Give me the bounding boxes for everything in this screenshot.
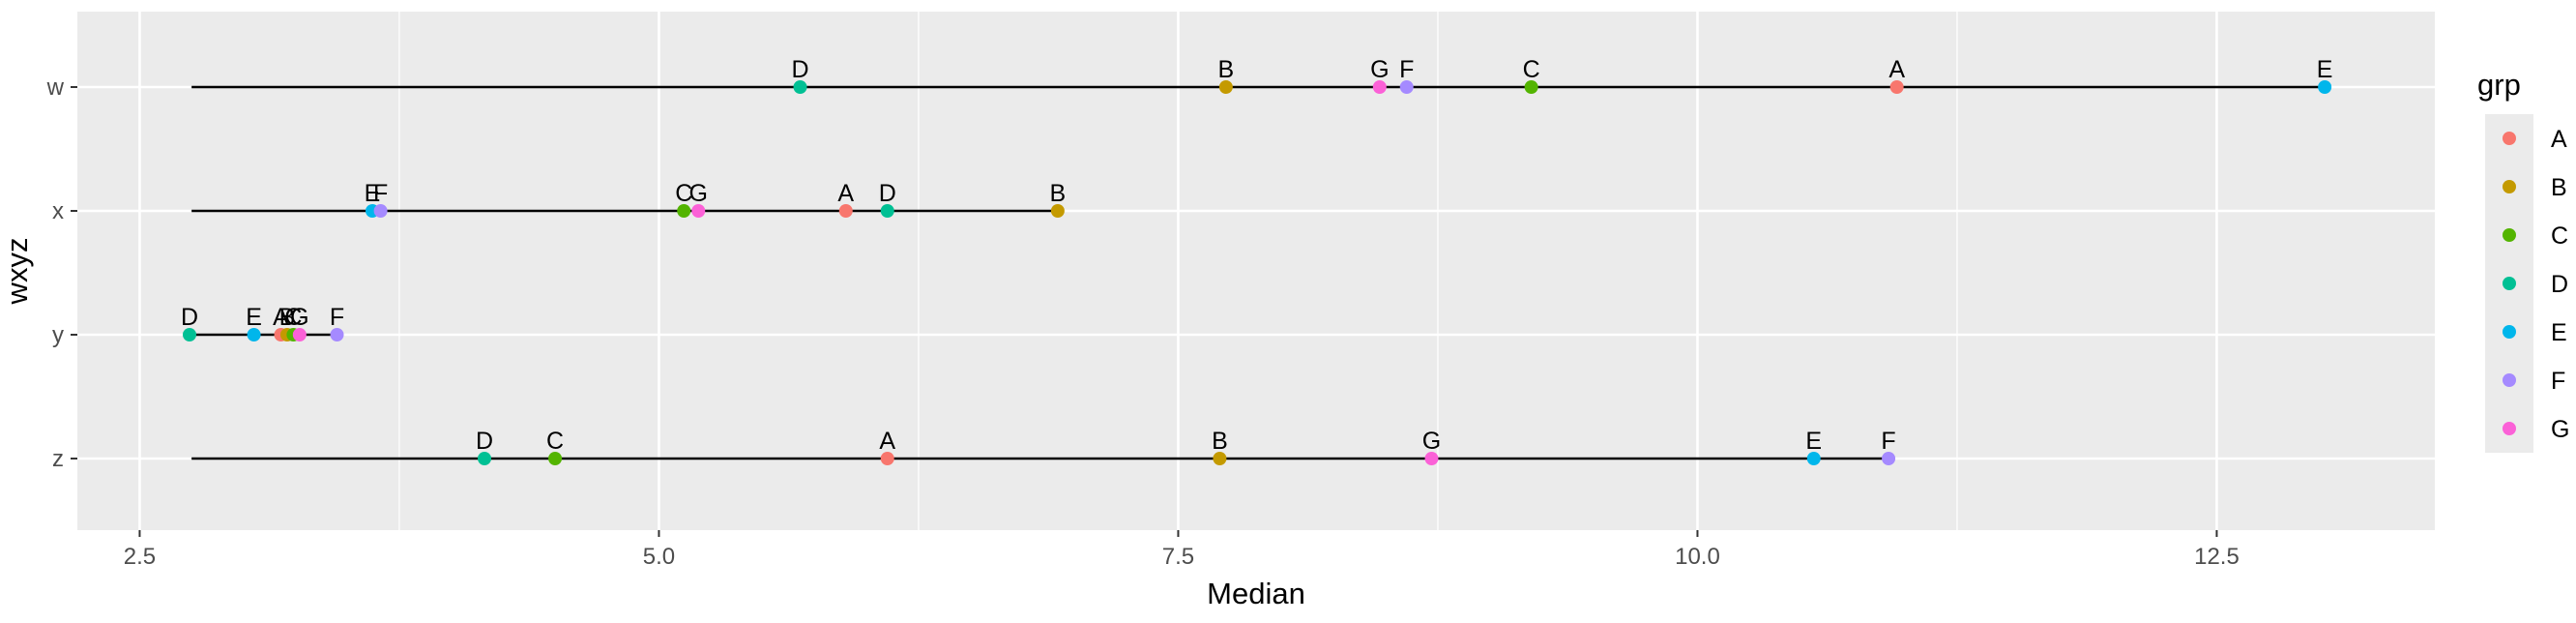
point-label-w-C: C: [1523, 56, 1540, 83]
x-tick-label: 10.0: [1675, 544, 1720, 570]
y-tick-label-x: x: [52, 198, 64, 224]
legend-label-F: F: [2551, 368, 2565, 395]
point-label-x-D: D: [879, 180, 896, 207]
point-y-F: [330, 328, 344, 341]
segments-layer: [191, 85, 2321, 460]
point-y-D: [182, 328, 196, 341]
point-label-y-G: G: [290, 304, 308, 331]
point-label-z-F: F: [1881, 428, 1895, 455]
point-label-z-A: A: [879, 428, 895, 455]
point-label-x-B: B: [1050, 180, 1067, 207]
x-axis: 2.5 5.0 7.5 10.0 12.5: [124, 530, 2239, 570]
point-z-A: [880, 452, 894, 465]
point-label-w-B: B: [1218, 56, 1235, 83]
point-w-C: [1524, 80, 1538, 94]
point-z-C: [548, 452, 563, 465]
point-x-B: [1050, 204, 1065, 218]
legend-label-A: A: [2551, 126, 2567, 153]
y-tick-label-y: y: [52, 322, 64, 348]
y-tick-label-w: w: [46, 74, 65, 101]
point-label-z-D: D: [476, 428, 493, 455]
y-axis: w x y z: [46, 74, 77, 472]
legend-title: grp: [2477, 68, 2521, 102]
legend-swatch-D: [2503, 277, 2516, 290]
point-label-z-C: C: [546, 428, 564, 455]
point-label-y-D: D: [181, 304, 198, 331]
x-tick-label: 5.0: [643, 544, 675, 570]
minor-gridlines: [398, 12, 1958, 530]
points-layer: [182, 80, 2332, 465]
point-w-A: [1889, 80, 1904, 94]
point-w-E: [2318, 80, 2332, 94]
point-label-z-G: G: [1422, 428, 1441, 455]
point-label-x-E: E: [365, 180, 381, 207]
y-axis-title: wxyz: [0, 238, 34, 306]
point-z-B: [1213, 452, 1227, 465]
legend-swatch-F: [2503, 373, 2516, 387]
point-z-D: [478, 452, 492, 465]
point-x-C: [677, 204, 691, 218]
point-x-F: [373, 204, 388, 218]
point-z-F: [1882, 452, 1896, 465]
point-label-y-B: B: [279, 304, 296, 331]
x-tick-label: 7.5: [1162, 544, 1194, 570]
plot-panel: [77, 12, 2435, 530]
point-label-w-E: E: [2317, 56, 2333, 83]
legend-swatch-B: [2503, 180, 2516, 193]
point-y-E: [247, 328, 261, 341]
point-x-D: [880, 204, 894, 218]
point-label-y-F: F: [330, 304, 344, 331]
point-w-G: [1372, 80, 1387, 94]
point-y-G: [292, 328, 307, 341]
legend-swatch-G: [2503, 422, 2516, 435]
point-label-z-E: E: [1805, 428, 1822, 455]
point-label-x-A: A: [837, 180, 854, 207]
legend-swatch-A: [2503, 132, 2516, 145]
x-tick-label: 12.5: [2194, 544, 2239, 570]
legend-label-D: D: [2551, 271, 2568, 298]
point-label-x-G: G: [689, 180, 708, 207]
legend-label-B: B: [2551, 174, 2567, 201]
point-label-y-A: A: [273, 304, 289, 331]
point-z-G: [1424, 452, 1439, 465]
x-axis-title: Median: [1207, 577, 1305, 610]
y-tick-label-z: z: [52, 446, 64, 472]
point-label-x-F: F: [373, 180, 388, 207]
legend-swatch-C: [2503, 228, 2516, 242]
point-label-w-A: A: [1888, 56, 1905, 83]
point-z-E: [1806, 452, 1821, 465]
x-tick-label: 2.5: [124, 544, 156, 570]
point-label-w-D: D: [791, 56, 808, 83]
point-x-A: [838, 204, 853, 218]
point-x-G: [691, 204, 706, 218]
legend-label-C: C: [2551, 222, 2568, 250]
point-label-w-F: F: [1399, 56, 1414, 83]
legend-label-G: G: [2551, 416, 2569, 443]
legend-label-E: E: [2551, 319, 2567, 346]
point-label-z-B: B: [1212, 428, 1228, 455]
point-w-B: [1218, 80, 1233, 94]
point-label-x-C: C: [675, 180, 692, 207]
point-label-y-C: C: [284, 304, 302, 331]
point-label-y-E: E: [246, 304, 262, 331]
legend-swatch-E: [2503, 325, 2516, 339]
point-w-F: [1399, 80, 1414, 94]
point-w-D: [793, 80, 807, 94]
point-label-w-G: G: [1370, 56, 1389, 83]
